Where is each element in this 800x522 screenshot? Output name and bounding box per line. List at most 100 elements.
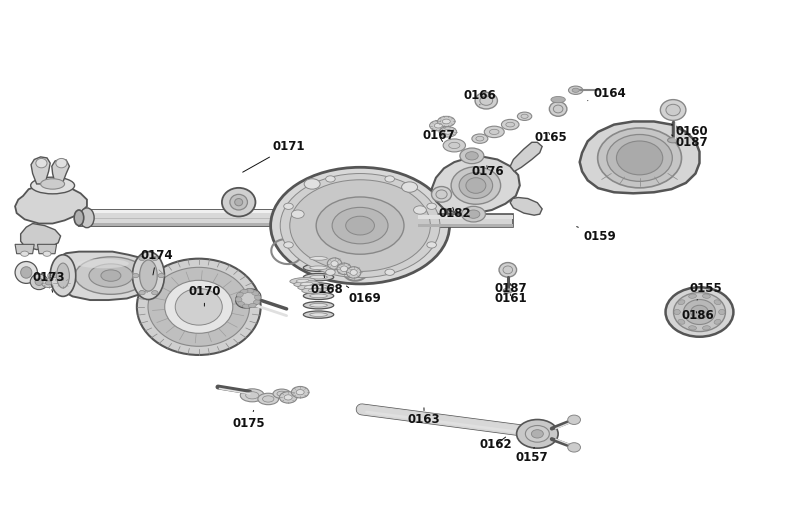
Ellipse shape: [683, 300, 715, 325]
Ellipse shape: [277, 391, 286, 396]
Ellipse shape: [310, 303, 327, 307]
Ellipse shape: [431, 186, 451, 202]
Ellipse shape: [298, 284, 323, 290]
Text: 0162: 0162: [480, 437, 513, 451]
Bar: [79, 210, 310, 226]
Text: 0155: 0155: [689, 281, 722, 300]
Bar: [79, 223, 310, 226]
Text: 0187: 0187: [494, 281, 527, 294]
Polygon shape: [31, 157, 50, 184]
Text: 0160: 0160: [671, 125, 708, 138]
Ellipse shape: [258, 393, 278, 405]
Ellipse shape: [506, 122, 514, 127]
Polygon shape: [290, 177, 418, 231]
Ellipse shape: [439, 127, 457, 137]
Ellipse shape: [15, 262, 38, 283]
Ellipse shape: [238, 302, 245, 306]
Text: 0174: 0174: [141, 250, 173, 275]
Text: 0170: 0170: [188, 284, 221, 306]
Circle shape: [346, 216, 374, 235]
Circle shape: [427, 242, 437, 248]
Bar: [418, 224, 514, 227]
Ellipse shape: [689, 294, 697, 298]
Circle shape: [326, 176, 335, 182]
Ellipse shape: [236, 289, 261, 308]
Polygon shape: [15, 244, 34, 254]
Ellipse shape: [690, 305, 708, 319]
Ellipse shape: [310, 294, 327, 298]
Polygon shape: [38, 244, 57, 254]
Ellipse shape: [296, 279, 309, 282]
Ellipse shape: [499, 263, 517, 277]
Ellipse shape: [303, 292, 334, 300]
Ellipse shape: [165, 280, 233, 334]
Ellipse shape: [294, 281, 319, 287]
Ellipse shape: [230, 194, 247, 210]
Ellipse shape: [273, 389, 290, 398]
Text: 0165: 0165: [534, 130, 567, 144]
Ellipse shape: [449, 143, 460, 149]
Polygon shape: [53, 252, 159, 300]
Ellipse shape: [436, 190, 447, 199]
Ellipse shape: [41, 179, 65, 189]
Ellipse shape: [300, 282, 313, 286]
Ellipse shape: [252, 291, 259, 295]
Bar: [79, 210, 310, 213]
Ellipse shape: [438, 116, 455, 127]
Circle shape: [133, 274, 139, 278]
Polygon shape: [432, 157, 520, 213]
Polygon shape: [510, 143, 542, 171]
Text: 0159: 0159: [577, 227, 617, 243]
Ellipse shape: [572, 88, 579, 92]
Polygon shape: [52, 159, 70, 184]
Circle shape: [385, 269, 394, 276]
Ellipse shape: [310, 275, 327, 279]
Ellipse shape: [674, 310, 680, 315]
Ellipse shape: [101, 270, 121, 281]
Ellipse shape: [296, 389, 304, 395]
Ellipse shape: [249, 303, 256, 308]
Ellipse shape: [254, 300, 260, 305]
Polygon shape: [15, 184, 87, 223]
Ellipse shape: [667, 138, 678, 143]
Ellipse shape: [490, 129, 499, 135]
Ellipse shape: [310, 257, 327, 260]
Ellipse shape: [526, 425, 550, 442]
Ellipse shape: [21, 251, 29, 256]
Ellipse shape: [331, 261, 338, 266]
Ellipse shape: [484, 126, 504, 138]
Ellipse shape: [175, 289, 222, 325]
Ellipse shape: [237, 292, 243, 297]
Circle shape: [280, 173, 440, 278]
Ellipse shape: [56, 278, 70, 288]
Circle shape: [460, 148, 484, 163]
Ellipse shape: [714, 300, 721, 305]
Ellipse shape: [666, 287, 734, 337]
Ellipse shape: [502, 120, 519, 130]
Ellipse shape: [222, 188, 255, 217]
Ellipse shape: [308, 289, 321, 292]
Circle shape: [316, 197, 404, 254]
Ellipse shape: [30, 177, 74, 194]
Ellipse shape: [56, 159, 67, 168]
Text: 0164: 0164: [588, 87, 626, 101]
Ellipse shape: [472, 134, 488, 144]
Text: 0167: 0167: [422, 128, 455, 141]
Ellipse shape: [554, 105, 563, 113]
Ellipse shape: [531, 430, 543, 438]
Circle shape: [291, 210, 304, 218]
Ellipse shape: [714, 319, 721, 324]
Ellipse shape: [466, 177, 486, 193]
Ellipse shape: [327, 258, 342, 269]
Ellipse shape: [50, 255, 76, 296]
Polygon shape: [21, 223, 61, 250]
Ellipse shape: [279, 392, 297, 403]
Circle shape: [139, 291, 146, 295]
Ellipse shape: [521, 114, 528, 118]
Ellipse shape: [303, 274, 334, 281]
Circle shape: [290, 180, 430, 271]
Ellipse shape: [52, 274, 58, 278]
Circle shape: [467, 210, 480, 218]
Circle shape: [466, 152, 478, 160]
Circle shape: [462, 206, 486, 222]
